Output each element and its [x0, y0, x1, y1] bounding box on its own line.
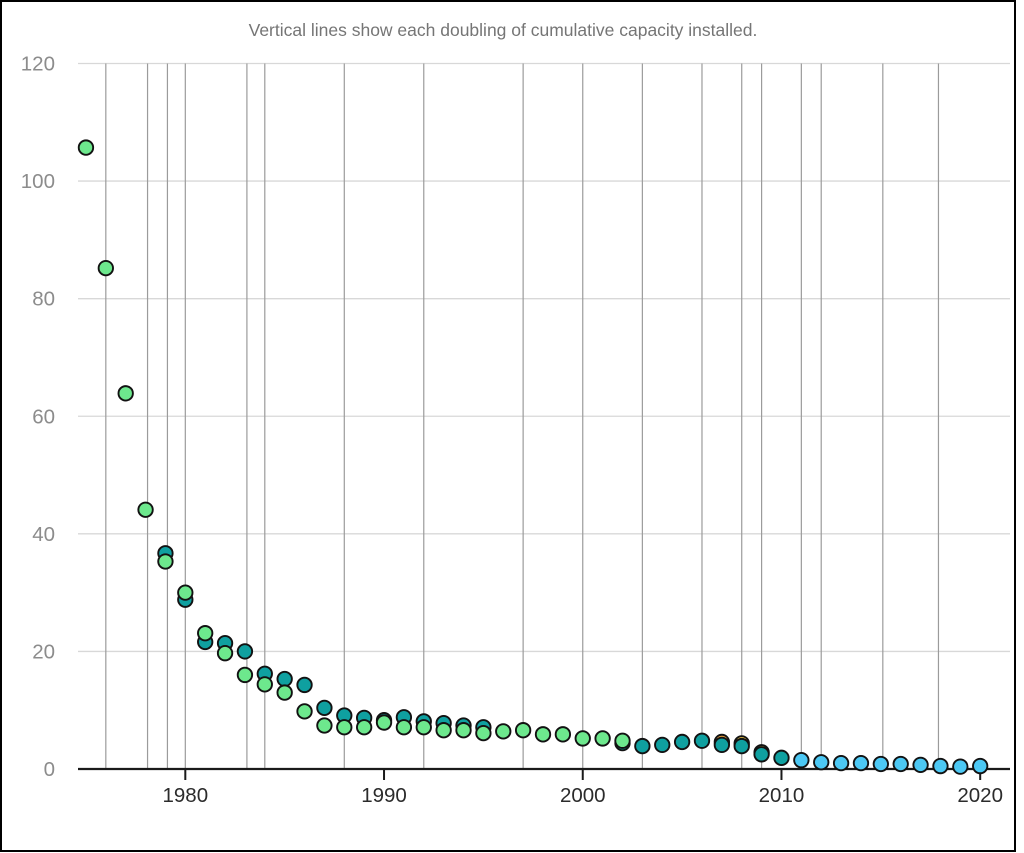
- data-point-green-source: [375, 714, 393, 731]
- data-point-green-source: [256, 676, 273, 693]
- x-tick-label: 2010: [759, 784, 805, 807]
- data-point-green-source: [574, 730, 591, 747]
- data-point-green-source: [137, 501, 154, 518]
- data-point-blue-source: [912, 756, 929, 774]
- data-point-green-source: [117, 385, 134, 402]
- x-tick-label: 1990: [361, 784, 407, 807]
- data-point-teal-source: [654, 736, 671, 754]
- data-point-teal-source: [673, 733, 691, 751]
- data-point-green-source: [614, 732, 631, 749]
- data-point-green-source: [97, 259, 114, 277]
- y-tick-label: 100: [21, 170, 55, 193]
- data-point-green-source: [415, 719, 432, 736]
- data-point-green-source: [455, 722, 472, 739]
- data-point-green-source: [554, 726, 572, 743]
- data-point-blue-source: [952, 758, 969, 775]
- data-point-teal-source: [733, 737, 750, 755]
- data-point-green-source: [296, 703, 313, 720]
- x-tick-label: 1980: [163, 784, 209, 807]
- y-tick-labels: 0 20 40 60 80 100 120: [21, 53, 55, 782]
- data-point-blue-source: [813, 754, 830, 771]
- chart-title: Vertical lines show each doubling of cum…: [249, 20, 758, 40]
- data-point-blue-source: [972, 757, 989, 775]
- data-point-green-source: [435, 722, 452, 739]
- data-point-teal-source: [276, 670, 293, 688]
- data-point-green-source: [475, 724, 492, 742]
- data-point-green-source: [216, 645, 234, 662]
- data-point-green-source: [395, 719, 413, 736]
- data-point-green-source: [316, 717, 333, 734]
- data-point-teal-source: [693, 732, 711, 749]
- y-tick-label: 40: [32, 523, 55, 546]
- data-point-teal-source: [713, 736, 731, 754]
- data-point-blue-source: [832, 754, 850, 772]
- data-point-green-source: [356, 719, 373, 736]
- data-point-blue-source: [872, 755, 889, 773]
- data-point-teal-source: [236, 643, 254, 660]
- data-point-green-source: [495, 723, 512, 740]
- data-point-teal-source: [773, 749, 790, 766]
- data-point-blue-source: [932, 757, 949, 775]
- data-point-green-source: [514, 722, 532, 739]
- data-point-green-source: [157, 553, 174, 570]
- data-point-green-source: [534, 726, 552, 743]
- y-tick-label: 0: [44, 758, 55, 781]
- data-point-teal-source: [316, 699, 333, 717]
- horizontal-gridlines: [78, 62, 1010, 653]
- y-tick-label: 20: [32, 640, 55, 663]
- y-tick-label: 80: [32, 288, 55, 311]
- data-point-teal-source: [634, 737, 651, 755]
- data-point-green-source: [236, 666, 254, 684]
- x-tick-label: 2000: [560, 784, 606, 807]
- x-axis: [78, 767, 1010, 780]
- data-points: [77, 139, 989, 775]
- data-point-teal-source: [753, 746, 770, 763]
- data-point-blue-source: [852, 754, 870, 772]
- data-point-green-source: [197, 625, 214, 642]
- data-point-green-source: [77, 139, 95, 156]
- doubling-lines: [105, 63, 940, 769]
- data-point-green-source: [177, 584, 194, 601]
- data-point-green-source: [276, 684, 293, 701]
- y-tick-label: 60: [32, 405, 55, 428]
- x-tick-labels: 1980 1990 2000 2010 2020: [163, 784, 1003, 807]
- data-point-blue-source: [793, 752, 810, 769]
- x-tick-label: 2020: [957, 784, 1003, 807]
- data-point-blue-source: [892, 755, 909, 773]
- data-point-teal-source: [296, 676, 313, 694]
- data-point-green-source: [336, 719, 353, 736]
- data-point-green-source: [594, 730, 611, 747]
- y-tick-label: 120: [21, 53, 55, 76]
